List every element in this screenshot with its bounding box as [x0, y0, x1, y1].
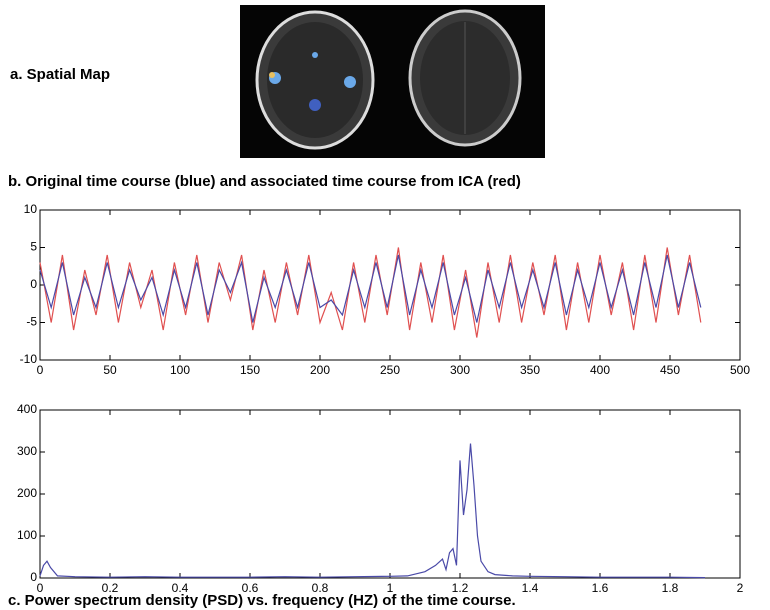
x-tick-label: 0.4 [172, 581, 189, 595]
x-tick-label: 0.8 [312, 581, 329, 595]
x-tick-label: 1.8 [662, 581, 679, 595]
chart-title: b. Original time course (blue) and assoc… [8, 173, 521, 190]
y-tick-label: 200 [17, 486, 37, 500]
chart-title: c. Power spectrum density (PSD) vs. freq… [8, 592, 516, 609]
y-tick-label: -5 [26, 315, 37, 329]
y-tick-label: 5 [30, 240, 37, 254]
y-tick-label: -10 [20, 352, 38, 366]
x-tick-label: 50 [103, 363, 117, 377]
y-tick-label: 10 [24, 202, 38, 216]
x-tick-label: 0 [37, 363, 44, 377]
panel-label: a. Spatial Map [10, 66, 110, 83]
x-tick-label: 300 [450, 363, 470, 377]
series-line [40, 444, 705, 578]
x-tick-label: 150 [240, 363, 260, 377]
x-tick-label: 2 [737, 581, 744, 595]
y-tick-label: 400 [17, 402, 37, 416]
y-tick-label: 300 [17, 444, 37, 458]
x-tick-label: 1.6 [592, 581, 609, 595]
x-tick-label: 0.6 [242, 581, 259, 595]
x-tick-label: 1.2 [452, 581, 469, 595]
y-tick-label: 100 [17, 528, 37, 542]
x-tick-label: 200 [310, 363, 330, 377]
plot-frame [40, 410, 740, 578]
x-tick-label: 0.2 [102, 581, 119, 595]
x-tick-label: 500 [730, 363, 750, 377]
series-line [40, 248, 701, 338]
x-tick-label: 450 [660, 363, 680, 377]
figure: a. Spatial Map b. Original time course (… [0, 0, 770, 610]
x-tick-label: 1 [387, 581, 394, 595]
x-tick-label: 1.4 [522, 581, 539, 595]
x-tick-label: 250 [380, 363, 400, 377]
x-tick-label: 400 [590, 363, 610, 377]
x-tick-label: 100 [170, 363, 190, 377]
y-tick-label: 0 [30, 277, 37, 291]
x-tick-label: 0 [37, 581, 44, 595]
plot-frame [40, 210, 740, 360]
x-tick-label: 350 [520, 363, 540, 377]
spatial-map-image [240, 5, 545, 158]
